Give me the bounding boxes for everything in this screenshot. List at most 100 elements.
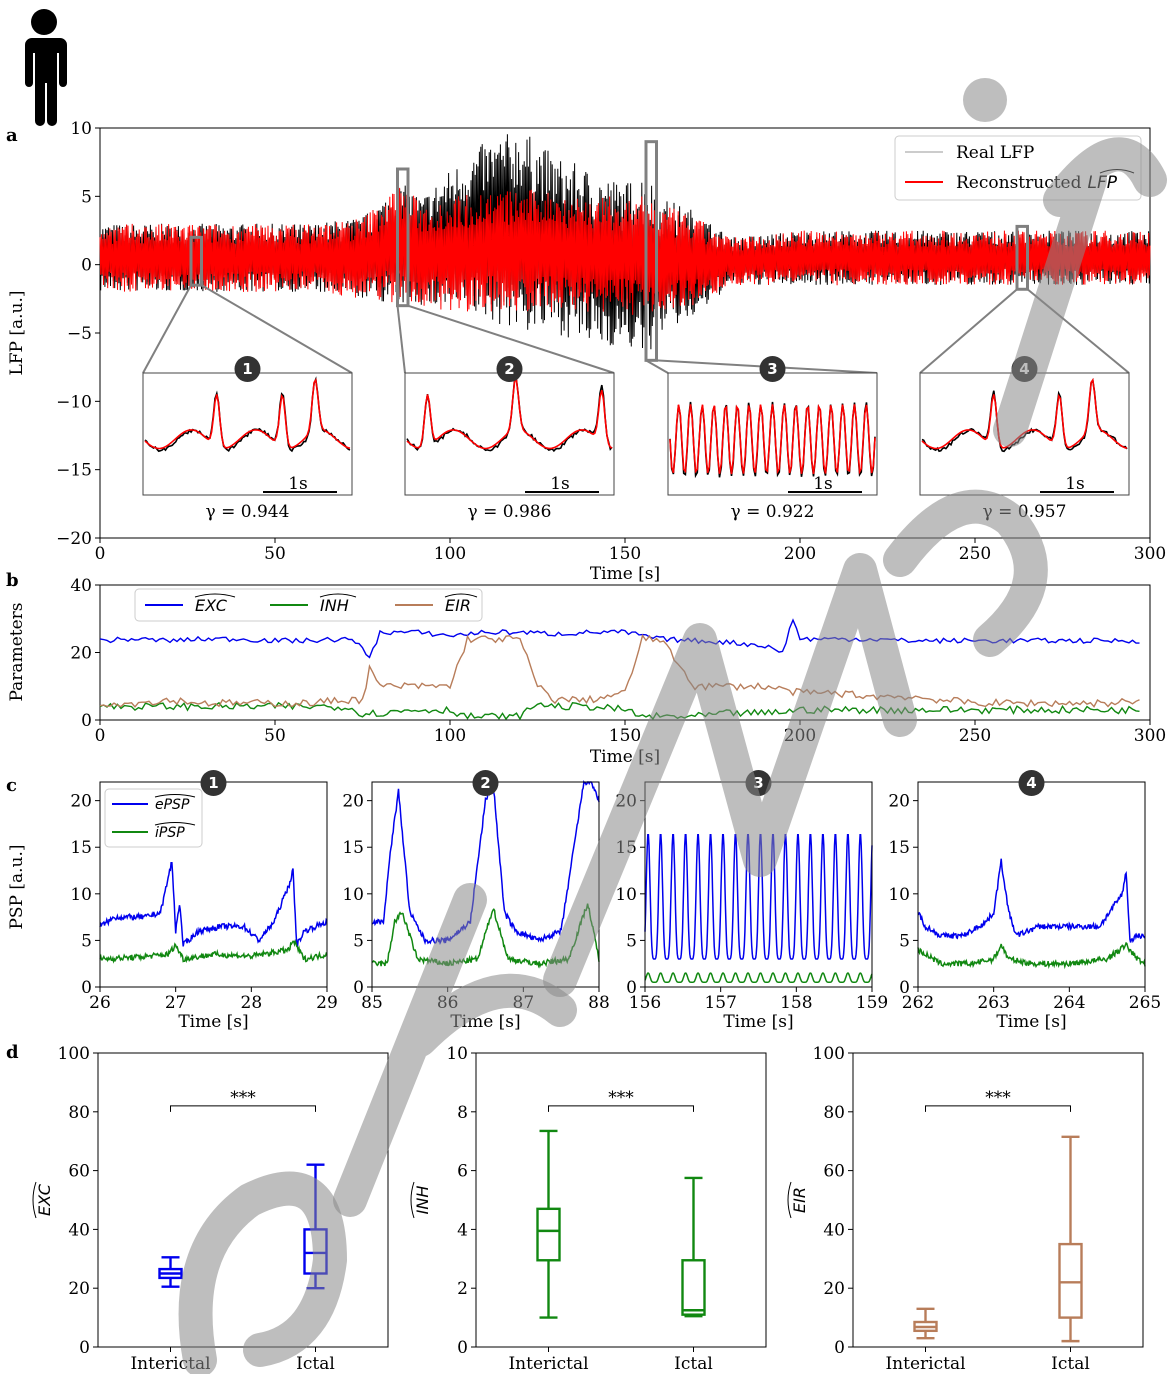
badge-label: 1 [242, 360, 252, 378]
panel-c-xlabel: Time [s] [178, 1012, 248, 1032]
panel-c-ytick-label: 15 [888, 838, 910, 858]
panel-c-ytick-label: 15 [342, 838, 364, 858]
panel-a-xtick-label: 100 [434, 544, 466, 564]
panel-c-ytick-label: 20 [888, 792, 910, 812]
panel-b-ytick-label: 0 [81, 711, 92, 731]
panel-d-ylabel: EIR [790, 1187, 809, 1213]
panel-d-ytick-label: 0 [457, 1338, 468, 1358]
panel-c-ytick-label: 10 [888, 885, 910, 905]
panel-d-xtick-label: Ictal [674, 1354, 713, 1374]
panel-d-ytick-label: 0 [79, 1338, 90, 1358]
panel-c-ytick-label: 20 [70, 792, 92, 812]
panel-a-xtick-label: 50 [264, 544, 286, 564]
panel-b-ytick-label: 20 [70, 644, 92, 664]
badge-label: 1 [208, 774, 218, 792]
panel-c-ytick-label: 0 [81, 978, 92, 998]
panel-c-ytick-label: 10 [342, 885, 364, 905]
panel-b-xtick-label: 150 [609, 726, 641, 746]
panel-c-ytick-label: 0 [626, 978, 637, 998]
panel-c-ytick-label: 10 [70, 885, 92, 905]
panel-d-xtick-label: Ictal [296, 1354, 335, 1374]
panel-c-xlabel: Time [s] [723, 1012, 793, 1032]
significance-label: *** [608, 1088, 634, 1108]
panel-d-ytick-label: 60 [68, 1162, 90, 1182]
panel-b-xtick-label: 250 [959, 726, 991, 746]
panel-a-ytick-label: 5 [81, 187, 92, 207]
panel-d-ytick-label: 0 [834, 1338, 845, 1358]
panel-d-ytick-label: 20 [823, 1279, 845, 1299]
scalebar-label: 1s [1065, 474, 1085, 494]
box-body [538, 1209, 560, 1260]
panel-c-series-ipsp [645, 973, 872, 982]
legend-eir: EIR [445, 596, 471, 615]
panel-a-ytick-label: −5 [67, 324, 92, 344]
badge-label: 3 [767, 360, 777, 378]
panel-c-xtick-label: 263 [977, 993, 1009, 1013]
panel-a-xtick-label: 150 [609, 544, 641, 564]
panel-b-series-inh [100, 703, 1140, 719]
panel-d-boxplot-inh: 10 8 6 4 2 0 Interictal Ictal *** INH [411, 1044, 766, 1374]
panel-d-xtick-label: Interictal [508, 1354, 588, 1374]
scalebar-label: 1s [288, 474, 308, 494]
panel-a-ytick-label: 10 [70, 119, 92, 139]
zoom-connector [920, 289, 1017, 373]
panel-a-xtick-label: 250 [959, 544, 991, 564]
panel-d-xtick-label: Interictal [885, 1354, 965, 1374]
box-body [683, 1260, 705, 1314]
panel-b-ytick-label: 40 [70, 576, 92, 596]
person-silhouette-icon [25, 9, 67, 126]
panel-letter-b: b [6, 570, 19, 591]
panel-c-series-ipsp [918, 943, 1145, 966]
panel-d-ytick-label: 100 [58, 1044, 90, 1064]
panel-c-ytick-label: 0 [353, 978, 364, 998]
panel-b-xtick-label: 100 [434, 726, 466, 746]
panel-d-ytick-label: 60 [823, 1162, 845, 1182]
panel-b-xtick-label: 0 [95, 726, 106, 746]
panel-c-series-epsp [100, 863, 327, 947]
panel-c-series-ipsp [100, 941, 327, 961]
panel-a-xlabel: Time [s] [590, 564, 660, 584]
panel-c-xtick-label: 157 [704, 993, 736, 1013]
panel-c-xtick-label: 85 [361, 993, 383, 1013]
gamma-label-1: γ = 0.944 [206, 502, 290, 522]
legend-epsp: ePSP [155, 797, 190, 813]
panel-c-series-epsp [372, 782, 599, 943]
inset-2 [405, 373, 614, 495]
panel-d-ylabel: INH [413, 1186, 432, 1215]
panel-d-ytick-label: 100 [813, 1044, 845, 1064]
box-body [1060, 1244, 1082, 1318]
panel-a-ytick-label: −10 [56, 392, 92, 412]
legend-ipsp: iPSP [155, 825, 185, 841]
badge-label: 2 [480, 774, 490, 792]
panel-d-xtick-label: Ictal [1051, 1354, 1090, 1374]
panel-c-xtick-label: 265 [1129, 993, 1161, 1013]
panel-d-ytick-label: 8 [457, 1103, 468, 1123]
panel-d-ytick-label: 6 [457, 1162, 468, 1182]
panel-d-ytick-label: 80 [68, 1103, 90, 1123]
panel-c-xtick-label: 27 [165, 993, 187, 1013]
panel-c-xtick-label: 159 [856, 993, 888, 1013]
panel-d-ytick-label: 2 [457, 1279, 468, 1299]
panel-c-xtick-label: 158 [780, 993, 812, 1013]
panel-b-ylabel: Parameters [7, 603, 27, 702]
panel-c-xlabel: Time [s] [996, 1012, 1066, 1032]
panel-c-xtick-label: 29 [316, 993, 338, 1013]
badge-label: 2 [504, 360, 514, 378]
panel-b-legend: EXC INH EIR [135, 589, 482, 621]
panel-c-ytick-label: 10 [615, 885, 637, 905]
panel-d-boxplot-eir: 100 80 60 40 20 0 Interictal Ictal *** EIR [788, 1044, 1143, 1374]
panel-d-ytick-label: 10 [446, 1044, 468, 1064]
panel-d-ytick-label: 80 [823, 1103, 845, 1123]
panel-a-xtick-label: 300 [1134, 544, 1166, 564]
badge-label: 4 [1026, 774, 1036, 792]
panel-letter-d: d [6, 1042, 19, 1063]
panel-c-ytick-label: 0 [899, 978, 910, 998]
panel-a-ytick-label: −15 [56, 461, 92, 481]
panel-a-ylabel: LFP [a.u.] [7, 290, 27, 375]
gamma-label-3: γ = 0.922 [731, 502, 815, 522]
panel-c-ytick-label: 5 [626, 931, 637, 951]
zoom-connector [143, 285, 191, 373]
panel-c-xtick-label: 264 [1053, 993, 1085, 1013]
panel-c-xtick-label: 88 [588, 993, 610, 1013]
